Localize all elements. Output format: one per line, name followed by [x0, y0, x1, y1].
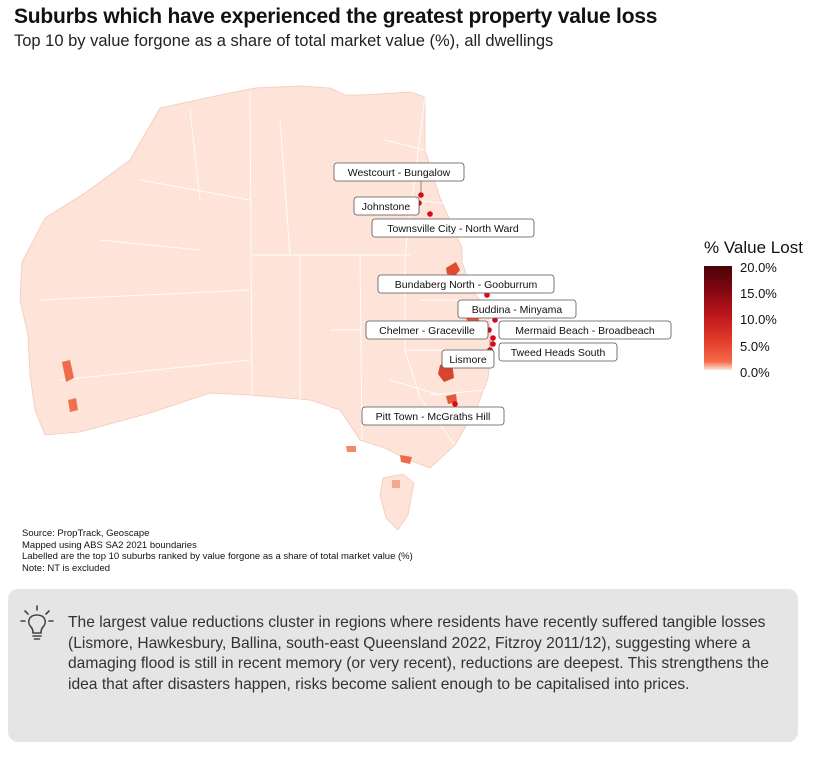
note-source: Source: PropTrack, Geoscape — [22, 528, 150, 539]
svg-text:Westcourt - Bungalow: Westcourt - Bungalow — [348, 167, 451, 179]
svg-text:Chelmer - Graceville: Chelmer - Graceville — [379, 325, 475, 337]
label-lismore: Lismore — [441, 349, 495, 369]
label-chelmer: Chelmer - Graceville — [365, 320, 489, 340]
svg-text:Buddina - Minyama: Buddina - Minyama — [472, 304, 563, 316]
svg-text:Townsville City - North Ward: Townsville City - North Ward — [387, 223, 519, 235]
note-labelled: Labelled are the top 10 suburbs ranked b… — [22, 551, 413, 562]
label-bundaberg: Bundaberg North - Gooburrum — [377, 274, 555, 294]
label-westcourt: Westcourt - Bungalow — [333, 162, 465, 182]
svg-text:Bundaberg North - Gooburrum: Bundaberg North - Gooburrum — [395, 279, 538, 291]
australia-map: Westcourt - Bungalow Johnstone Townsvill… — [19, 85, 672, 531]
svg-text:Lismore: Lismore — [449, 354, 487, 366]
marker-mermaid — [490, 335, 496, 341]
label-pitt-town: Pitt Town - McGraths Hill — [361, 406, 505, 426]
region-perth — [68, 398, 78, 412]
legend: % Value Lost 20.0% 15.0% 10.0% 5.0% 0.0% — [702, 238, 830, 388]
legend-color-bar — [704, 266, 732, 370]
mainland-shape — [19, 85, 493, 469]
label-tweed: Tweed Heads South — [498, 342, 618, 362]
note-nt-excluded: Note: NT is excluded — [22, 562, 111, 574]
svg-text:Tweed Heads South: Tweed Heads South — [511, 347, 606, 359]
marker-buddina — [492, 317, 498, 323]
insight-callout: The largest value reductions cluster in … — [8, 589, 798, 742]
note-boundaries: Mapped using ABS SA2 2021 boundaries — [22, 539, 197, 551]
svg-text:Johnstone: Johnstone — [362, 201, 411, 213]
label-mermaid: Mermaid Beach - Broadbeach — [498, 320, 672, 340]
chart-title: Suburbs which have experienced the great… — [14, 5, 658, 28]
label-johnstone: Johnstone — [353, 196, 420, 216]
svg-text:Mermaid Beach - Broadbeach: Mermaid Beach - Broadbeach — [515, 325, 655, 337]
marker-townsville — [427, 211, 433, 217]
region-tas — [392, 480, 400, 488]
svg-text:Pitt Town - McGraths Hill: Pitt Town - McGraths Hill — [376, 411, 491, 423]
map-land — [19, 85, 493, 531]
region-wa-midwest — [62, 360, 74, 382]
region-victoria — [400, 455, 412, 464]
region-fitzroy — [446, 262, 460, 276]
tasmania-shape — [379, 473, 415, 531]
legend-title: % Value Lost — [704, 238, 803, 257]
marker-pitt-town — [452, 401, 458, 407]
label-buddina: Buddina - Minyama — [457, 299, 577, 319]
legend-tick-20: 20.0% — [740, 260, 777, 275]
source-notes: Source: PropTrack, Geoscape Mapped using… — [22, 528, 413, 574]
marker-bundaberg — [484, 292, 490, 298]
region-sa — [346, 446, 356, 452]
marker-tweed — [490, 341, 496, 347]
callout-text: The largest value reductions cluster in … — [68, 614, 769, 693]
legend-tick-0: 0.0% — [740, 365, 770, 380]
label-townsville: Townsville City - North Ward — [371, 218, 535, 238]
legend-tick-10: 10.0% — [740, 312, 777, 327]
legend-tick-5: 5.0% — [740, 339, 770, 354]
suburb-labels: Westcourt - Bungalow Johnstone Townsvill… — [333, 162, 672, 426]
chart-subtitle: Top 10 by value forgone as a share of to… — [14, 32, 554, 50]
lightbulb-icon — [20, 605, 54, 640]
legend-tick-15: 15.0% — [740, 286, 777, 301]
